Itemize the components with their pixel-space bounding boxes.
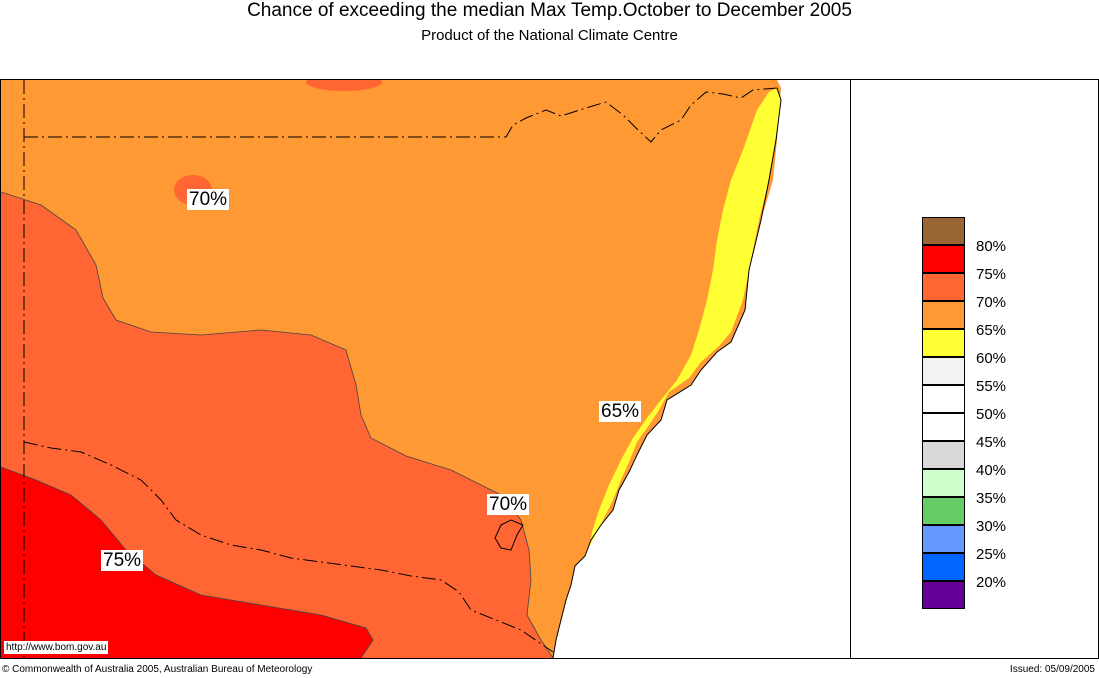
legend-swatch [922,581,965,609]
legend-label: 30% [976,518,1007,535]
frame-divider [850,79,851,659]
region-70-percent [1,192,553,658]
copyright-notice: © Commonwealth of Australia 2005, Austra… [2,664,313,675]
coastline [552,87,782,658]
legend-label: 55% [976,378,1007,395]
legend-label: 80% [976,238,1007,255]
legend-swatch [922,273,965,301]
legend-label: 20% [976,574,1007,591]
legend-swatch [922,357,965,385]
contour-label-70-south: 70% [487,494,530,515]
legend-swatch [922,245,965,273]
legend-swatch [922,441,965,469]
map-canvas [1,80,850,658]
contour-label-75: 75% [101,550,144,571]
legend-swatch [922,553,965,581]
issued-date: Issued: 05/09/2005 [1009,664,1095,675]
legend-swatch-top [922,217,965,245]
map-subtitle: Product of the National Climate Centre [421,27,678,44]
probability-map: 70% 65% 70% 75% [1,80,850,658]
contour-lines [1,191,554,658]
website-url[interactable]: http://www.bom.gov.au [4,641,109,654]
legend-swatch [922,413,965,441]
state-borders [23,80,778,658]
legend-label: 50% [976,406,1007,423]
region-70-percent-north [306,80,382,91]
legend-swatch [922,469,965,497]
legend-label: 65% [976,322,1007,339]
legend-label: 35% [976,490,1007,507]
legend-label: 25% [976,546,1007,563]
contour-label-65: 65% [599,401,642,422]
legend-swatch [922,385,965,413]
legend-label: 45% [976,434,1007,451]
legend-swatch [922,329,965,357]
legend-label: 40% [976,462,1007,479]
region-60-percent [589,88,781,548]
act-border [494,519,524,551]
contour-label-70-north: 70% [187,189,230,210]
legend-swatch [922,301,965,329]
legend-label: 75% [976,266,1007,283]
legend-label: 60% [976,350,1007,367]
legend-label: 70% [976,294,1007,311]
map-title: Chance of exceeding the median Max Temp.… [247,0,852,21]
region-75-percent [1,467,373,658]
legend-swatch [922,497,965,525]
legend-swatch [922,525,965,553]
